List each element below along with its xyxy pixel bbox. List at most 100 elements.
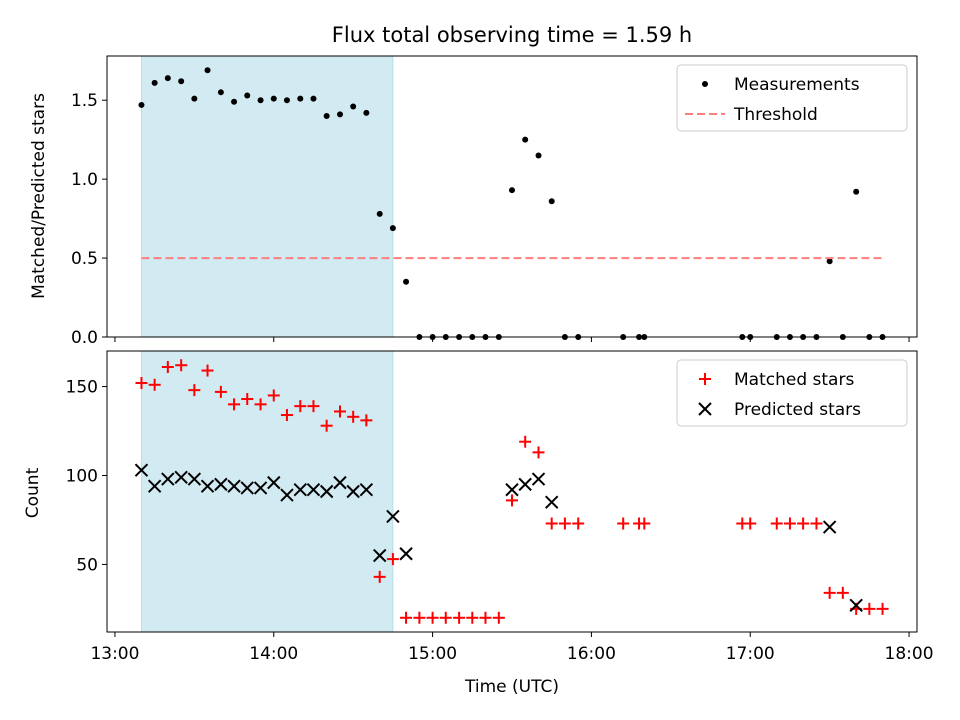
bottom-point [466,611,479,624]
bottom-point [134,463,149,477]
bottom-point [319,484,334,499]
bottom-point [863,602,876,615]
bottom-legend: Matched stars Predicted stars [676,359,908,427]
bottom-point-b [531,472,546,486]
top-highlight-span [140,55,394,338]
bottom-ytick-label: 100 [66,466,98,486]
bottom-point-b [346,484,360,499]
bottom-point [810,517,823,530]
top-point [853,188,860,195]
bottom-point [518,477,532,492]
bottom-xtick-label: 14:00 [249,644,298,664]
bottom-legend-box [676,359,908,427]
top-point [310,95,317,102]
bottom-point [413,611,426,624]
bottom-ytick-label: 50 [76,555,98,575]
bottom-point [797,517,810,530]
top-point [231,98,238,105]
bottom-point-b [849,598,863,613]
bottom-point [240,481,254,495]
top-point [376,210,383,217]
bottom-ytick-label: 150 [66,378,98,398]
bottom-point [333,405,346,418]
bottom-point-b [227,479,241,493]
bottom-point [505,483,519,497]
top-point [522,136,529,143]
bottom-point [187,472,202,486]
bottom-point-b [399,547,413,561]
chart-title: Flux total observing time = 1.59 h [332,23,692,47]
x-axis-label: Time (UTC) [464,677,559,697]
bottom-point [307,400,320,413]
bottom-point [532,446,545,459]
bottom-point-b [306,483,321,497]
bottom-point [320,419,333,432]
top-point [164,75,171,82]
bottom-point [849,598,863,613]
bottom-point [241,393,254,406]
bottom-point [214,385,227,398]
bottom-point [506,494,518,507]
bottom-panel: 50 100 150 13:00 14:00 15:00 16:00 17:00 18:00 Ma… [66,350,934,664]
bottom-point [770,517,783,530]
top-point [826,258,833,265]
top-point [297,95,304,102]
top-ytick-label: 0.5 [71,249,98,269]
bottom-point [373,570,386,583]
bottom-legend-marker [698,402,712,416]
top-legend: Measurements Threshold [676,64,908,132]
bottom-xtick-label: 17:00 [726,644,775,664]
top-point [350,103,357,110]
bottom-point [822,520,837,534]
top-point [323,112,330,119]
top-point [283,97,290,104]
bottom-point [147,479,162,493]
bottom-point [360,414,373,427]
bottom-point [346,484,360,499]
bottom-point [267,475,281,490]
bottom-series-0 [135,359,889,624]
top-point [336,111,343,118]
bottom-point-b [187,472,202,486]
bottom-point-b [253,481,268,495]
top-ytick-label: 1.5 [71,91,98,111]
bottom-point [293,483,307,497]
bottom-legend-label: Matched stars [734,370,854,390]
bottom-point-b [518,477,532,492]
bottom-point-b [280,488,294,502]
bottom-point-b [544,495,559,509]
bottom-point [439,611,452,624]
top-point [151,79,158,86]
bottom-point [280,488,294,502]
bottom-point [200,479,215,493]
bottom-point [531,472,546,486]
bottom-point [228,398,241,411]
bottom-point [744,517,757,530]
bottom-point-b [200,479,215,493]
bottom-point [280,409,293,422]
top-y-axis-label: Matched/Predicted stars [29,93,49,299]
bottom-xtick-label: 15:00 [408,644,457,664]
bottom-point [175,359,188,372]
bottom-point-b [319,484,334,499]
bottom-point [267,389,280,402]
bottom-point-b [214,477,228,492]
top-ytick-label: 1.0 [71,170,98,190]
bottom-point [386,553,399,566]
bottom-point [823,586,836,599]
bottom-point [617,517,630,530]
bottom-point [545,517,558,530]
bottom-point [161,472,175,486]
top-point [509,187,515,194]
bottom-point [544,495,559,509]
bottom-point [148,378,161,391]
bottom-point-b [293,483,307,497]
top-axes-frame [106,55,918,338]
top-legend-marker [702,81,708,87]
top-point [535,152,542,159]
top-point [138,101,145,108]
bottom-xtick-label: 16:00 [567,644,616,664]
bottom-point [400,611,413,624]
bottom-point [306,483,321,497]
bottom-axes-frame [106,350,918,633]
